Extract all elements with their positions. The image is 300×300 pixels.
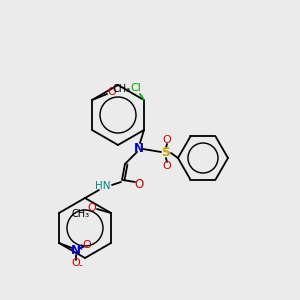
Text: N: N	[134, 142, 144, 154]
Text: O: O	[163, 161, 171, 171]
Text: CH₃: CH₃	[72, 209, 90, 219]
Text: Cl: Cl	[130, 83, 141, 93]
Text: O: O	[108, 87, 116, 97]
Text: +: +	[77, 244, 85, 253]
Text: O: O	[82, 240, 91, 250]
Text: S: S	[161, 146, 170, 160]
Text: O: O	[72, 258, 80, 268]
Text: HN: HN	[95, 181, 111, 191]
Text: CH₃: CH₃	[113, 84, 131, 94]
Text: N: N	[71, 244, 81, 257]
Text: O: O	[163, 135, 171, 145]
Text: O: O	[134, 178, 144, 190]
Text: -: -	[78, 260, 82, 270]
Text: O: O	[88, 203, 96, 213]
